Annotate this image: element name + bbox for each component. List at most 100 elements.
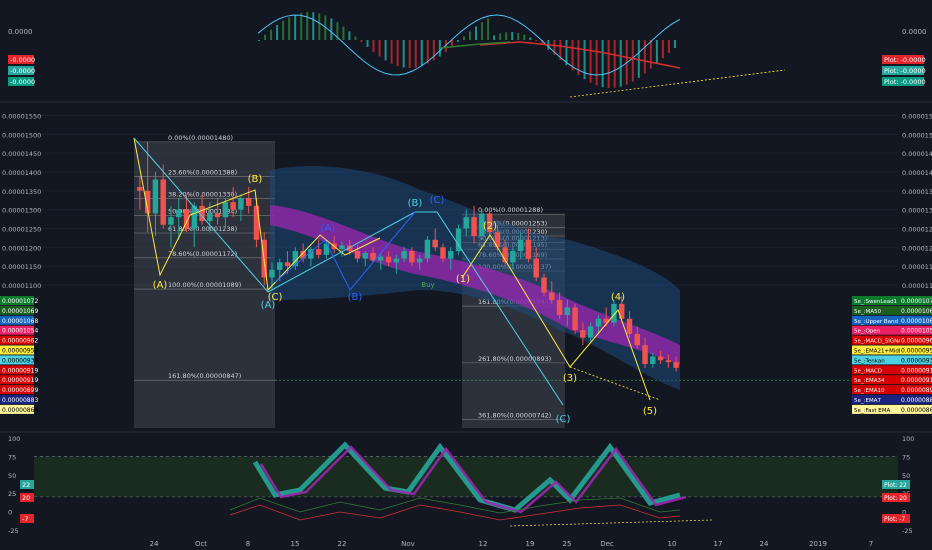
candle-body	[657, 356, 664, 361]
candle-body	[339, 245, 345, 250]
time-tick-label: 8	[246, 540, 250, 548]
candle-body	[284, 262, 291, 267]
macd-histogram-bar	[456, 40, 459, 42]
fib1-label: 61.80%(0.00001238)	[168, 225, 237, 233]
candle-body	[564, 307, 571, 316]
macd-right-badge	[882, 55, 924, 64]
stoch-tick-right: 50	[902, 472, 910, 480]
macd-histogram-bar	[577, 40, 580, 76]
macd-histogram-bar	[384, 40, 387, 61]
stoch-left-badge-text: 20	[22, 494, 30, 502]
candle-body	[549, 292, 555, 300]
macd-right-badge-text: Plot: -0.0000	[884, 67, 926, 75]
candle-body	[378, 256, 384, 261]
price-left-badge	[0, 365, 34, 375]
price-panel[interactable]: 0.00001550 0.00001550 0.00001500 0.00001500…	[0, 113, 932, 433]
price-left-badge-text: 0.00000962	[2, 338, 38, 345]
time-tick-label: 24	[760, 540, 769, 548]
price-right-badge-value-text: 0.00001072	[901, 298, 932, 305]
price-right-badge-value	[900, 305, 932, 315]
macd-histogram-bar	[523, 34, 526, 40]
stoch-left-badge	[20, 514, 34, 523]
macd-histogram-bar	[673, 40, 676, 49]
candle-body	[409, 251, 415, 263]
macd-histogram-bar	[667, 40, 670, 54]
candle-body	[486, 213, 493, 233]
macd-histogram-bar	[631, 40, 634, 82]
macd-line	[257, 14, 681, 76]
macd-histogram-bar	[444, 40, 447, 52]
macd-histogram-bar	[637, 40, 640, 78]
price-right-badge-name	[852, 305, 900, 315]
macd-histogram-bar	[372, 40, 375, 52]
macd-histogram-bar	[607, 40, 610, 88]
candle-body	[354, 251, 361, 259]
macd-divergence-line	[569, 69, 786, 98]
price-right-badge-name	[852, 385, 900, 395]
price-left-badge	[0, 355, 34, 365]
candle-body	[416, 258, 423, 263]
macd-histogram-bar	[493, 35, 496, 40]
candle-body	[199, 205, 205, 221]
candle-body	[533, 258, 539, 278]
candle-body	[137, 187, 143, 191]
price-left-badge	[0, 325, 34, 335]
price-left-badge-text: 0.00000883	[2, 397, 38, 404]
price-right-badge-value-text: 0.00000864	[901, 407, 932, 414]
price-right-badge-value	[900, 355, 932, 365]
candle-body	[650, 356, 656, 364]
candle-body	[525, 239, 532, 259]
macd-panel[interactable]: 0.0000 0.0000 -0.0000 -0.0000 -0.0000 Plot: -…	[0, 12, 932, 103]
macd-histogram-bar	[366, 40, 369, 47]
elliott-wave-label: (5)	[643, 406, 657, 417]
macd-histogram-bar	[541, 40, 544, 45]
macd-histogram-bar	[414, 40, 417, 68]
stoch-tick-right: -25	[902, 527, 913, 535]
price-tick-left: 0.00001300	[2, 207, 41, 215]
macd-histogram-bar	[336, 22, 339, 40]
macd-histogram-bar	[408, 40, 411, 68]
macd-histogram-bar	[487, 18, 490, 40]
time-tick-label: Oct	[195, 540, 207, 548]
macd-histogram-bar	[312, 12, 315, 41]
macd-tick-left: 0.0000	[8, 28, 33, 36]
time-axis[interactable]: 24 Oct 8 15 22 Nov 12 19 25 Dec 10 17 24 2019 7	[150, 540, 874, 548]
price-right-badge-value	[900, 325, 932, 335]
elliott-wave-label: (C)	[430, 195, 445, 206]
candle-body	[160, 179, 166, 225]
macd-histogram-bar	[619, 40, 622, 87]
price-right-badge-name-text: 5e_:MA50	[854, 309, 881, 315]
fib1-label: 23.60%(0.00001388)	[168, 169, 237, 177]
macd-histogram-bar	[601, 40, 604, 88]
macd-left-badge	[8, 77, 34, 86]
price-left-badge	[0, 395, 34, 404]
price-left-badge	[0, 305, 34, 315]
macd-histogram-bar	[559, 40, 562, 60]
candle-body	[401, 251, 407, 259]
price-left-badge	[0, 345, 34, 355]
price-tick-right: 0.00001250	[902, 225, 932, 233]
elliott-wave-label: (A)	[153, 280, 168, 291]
price-left-badge-text: 0.00001054	[2, 328, 38, 335]
elliott-wave-label: (C)	[556, 414, 571, 425]
candle-body	[455, 228, 462, 252]
candle-body	[479, 213, 485, 236]
elliott-wave-label: (A)	[321, 223, 336, 234]
stoch-tick-left: 100	[8, 435, 20, 443]
candle-body	[245, 198, 252, 206]
price-left-badge	[0, 404, 34, 414]
stoch-right-badge-text: Plot: 22	[884, 482, 907, 489]
time-tick-label: 10	[668, 540, 677, 548]
price-right-badge-value-text: 0.00001069	[901, 308, 932, 315]
stoch-tick-left: 25	[8, 490, 16, 498]
time-tick-label: 17	[714, 540, 723, 548]
stoch-tick-left: -25	[8, 527, 19, 535]
fib2-label: 23.60%(0.00001253)	[478, 219, 547, 227]
macd-histogram-bar	[354, 36, 357, 40]
time-tick-label: 19	[526, 540, 535, 548]
time-tick-label: 15	[291, 540, 300, 548]
macd-histogram-bar	[420, 40, 423, 67]
macd-histogram-bar	[649, 40, 652, 69]
